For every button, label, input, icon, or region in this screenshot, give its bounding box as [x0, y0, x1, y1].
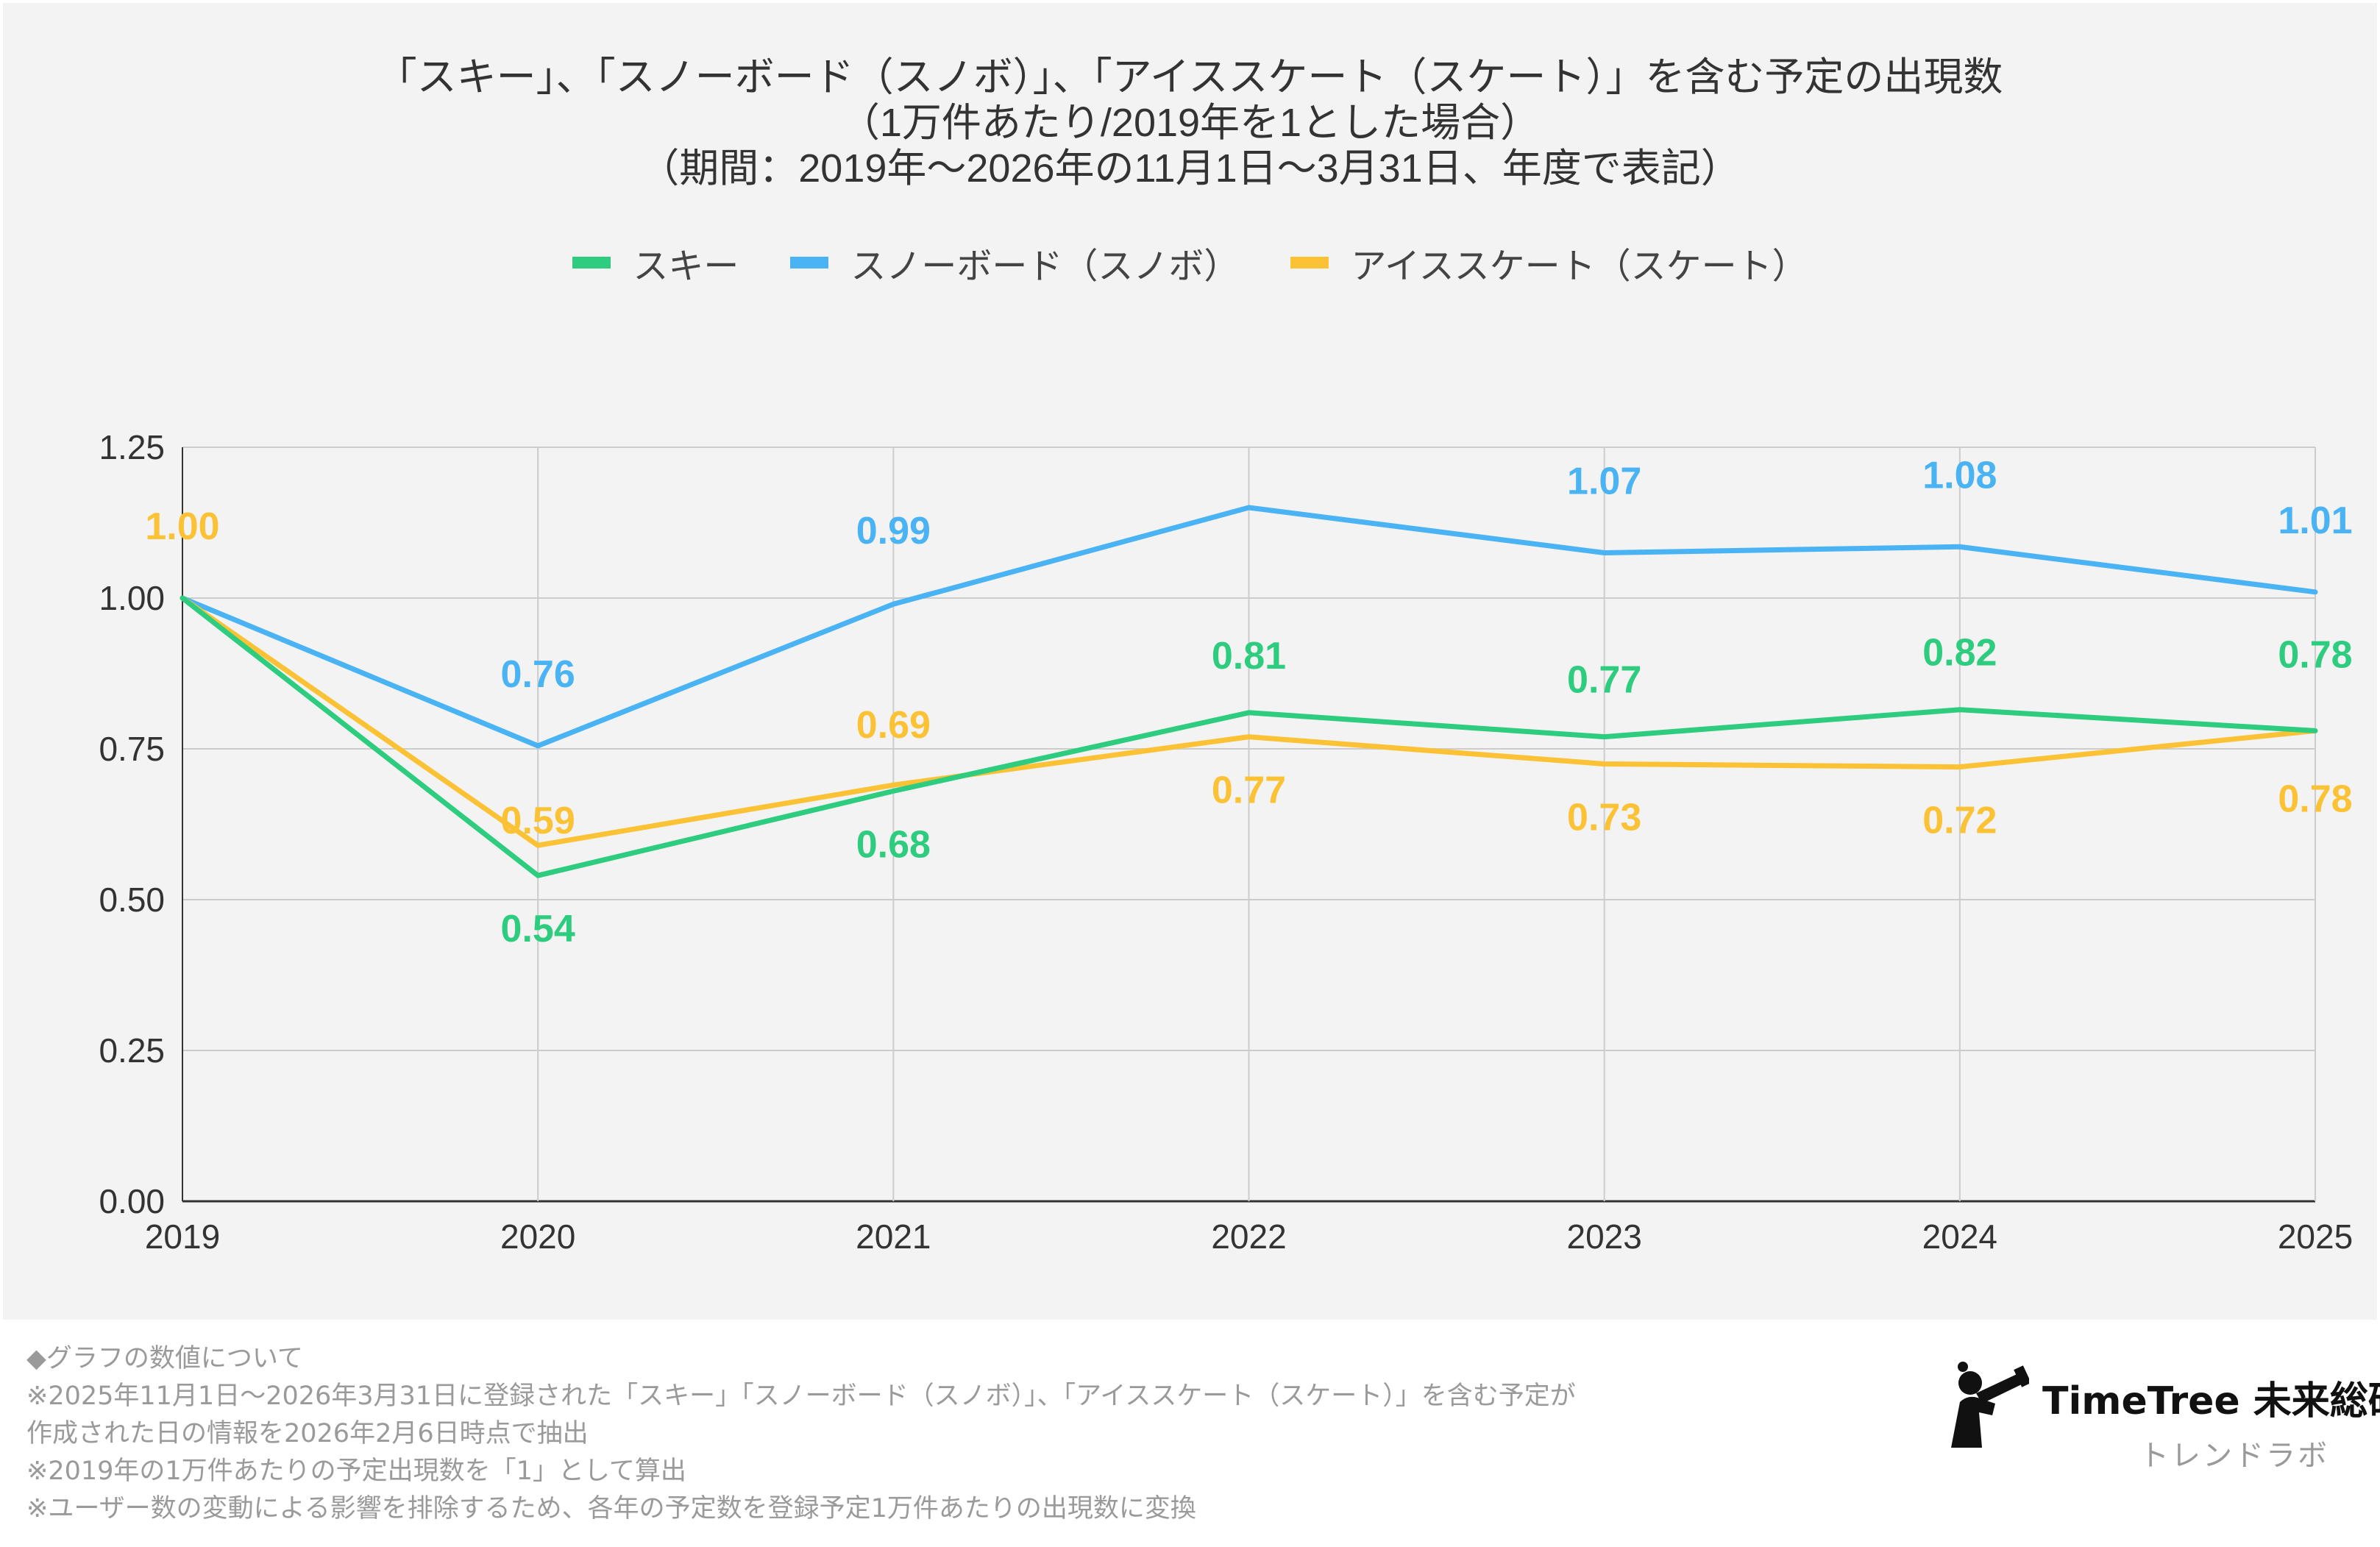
y-tick-label: 1.25 [99, 428, 165, 466]
chart-title-line-2: （1万件あたり/2019年を1とした場合） [839, 101, 1541, 145]
data-label: 0.82 [1922, 632, 1997, 675]
chart-legend: スキー スノーボード（スノボ） アイススケート（スケート） [0, 237, 2380, 288]
chart-title-line-1: 「スキー」、「スノーボード（スノボ）」、「アイススケート（スケート）」を含む予定… [377, 55, 2003, 99]
x-tick-label: 2024 [1922, 1217, 1997, 1256]
x-tick-label: 2023 [1566, 1217, 1641, 1256]
data-label: 0.78 [2278, 633, 2352, 676]
x-tick-label: 2025 [2278, 1217, 2353, 1256]
chart-title: 「スキー」、「スノーボード（スノボ）」、「アイススケート（スケート）」を含む予定… [0, 54, 2380, 191]
data-label: 1.01 [2278, 499, 2352, 542]
footnote-line: 作成された日の情報を2026年2月6日時点で抽出 [26, 1419, 589, 1448]
series-line [180, 595, 2318, 848]
data-label: 1.07 [1567, 460, 1641, 503]
legend-item-ski: スキー [572, 237, 739, 288]
line-chart: 0.00 0.25 0.50 0.75 1.00 1.25 2019 2020 2021 2022… [99, 428, 2353, 1256]
x-tick-label: 2020 [500, 1217, 575, 1256]
legend-swatch-snowboard [790, 257, 829, 268]
data-label: 0.78 [2278, 778, 2352, 820]
data-label: 0.69 [856, 704, 931, 747]
legend-label-ski: スキー [633, 247, 739, 286]
y-tick-label: 0.50 [99, 881, 165, 919]
footnote-line: ※ユーザー数の変動による影響を排除するため、各年の予定数を登録予定1万件あたりの… [26, 1494, 1196, 1523]
footnote-line: ※2025年11月1日〜2026年3月31日に登録された「スキー」「スノーボード… [26, 1381, 1576, 1411]
logo-subtitle: トレンドラボ [2139, 1439, 2329, 1473]
x-tick-label: 2021 [856, 1217, 931, 1256]
brand-logo: TimeTree 未来総研 トレンドラボ [1941, 1351, 2380, 1483]
legend-label-snowboard: スノーボード（スノボ） [850, 247, 1240, 286]
data-label: 0.72 [1922, 800, 1997, 842]
y-tick-label: 0.75 [99, 730, 165, 768]
data-label: 0.73 [1567, 797, 1641, 839]
y-tick-label: 1.00 [99, 579, 165, 617]
legend-item-snowboard: スノーボード（スノボ） [790, 237, 1239, 288]
footnote-line: ※2019年の1万件あたりの予定出現数を「1」として算出 [26, 1457, 686, 1486]
series-line [180, 505, 2318, 749]
y-tick-label: 0.25 [99, 1031, 165, 1070]
chart-title-line-3: （期間：2019年〜2026年の11月1日〜3月31日、年度で表記） [639, 146, 1741, 191]
legend-item-skate: アイススケート（スケート） [1290, 237, 1808, 288]
chart-panel [3, 3, 2377, 1320]
legend-swatch-skate [1290, 257, 1329, 268]
footnotes: ◆グラフの数値について ※2025年11月1日〜2026年3月31日に登録された… [26, 1340, 1576, 1528]
series-line [180, 595, 2318, 878]
data-label: 0.81 [1212, 635, 1286, 678]
data-label: 0.77 [1567, 659, 1641, 702]
data-label: 1.00 [145, 505, 219, 548]
data-label: 0.76 [501, 653, 575, 696]
data-label: 0.59 [501, 800, 575, 842]
data-label: 0.99 [856, 510, 931, 552]
x-tick-label: 2022 [1211, 1217, 1286, 1256]
data-label: 0.77 [1212, 769, 1286, 812]
data-label: 0.68 [856, 823, 931, 866]
data-label: 1.08 [1922, 454, 1997, 497]
logo-name: TimeTree 未来総研 [2042, 1379, 2380, 1423]
y-tick-label: 0.00 [99, 1182, 165, 1220]
legend-label-skate: アイススケート（スケート） [1351, 247, 1808, 286]
person-with-telescope-icon [1951, 1362, 2029, 1448]
legend-swatch-ski [572, 257, 611, 268]
x-tick-label: 2019 [145, 1217, 220, 1256]
data-label: 0.54 [501, 908, 575, 950]
footnote-heading: ◆グラフの数値について [26, 1344, 303, 1373]
